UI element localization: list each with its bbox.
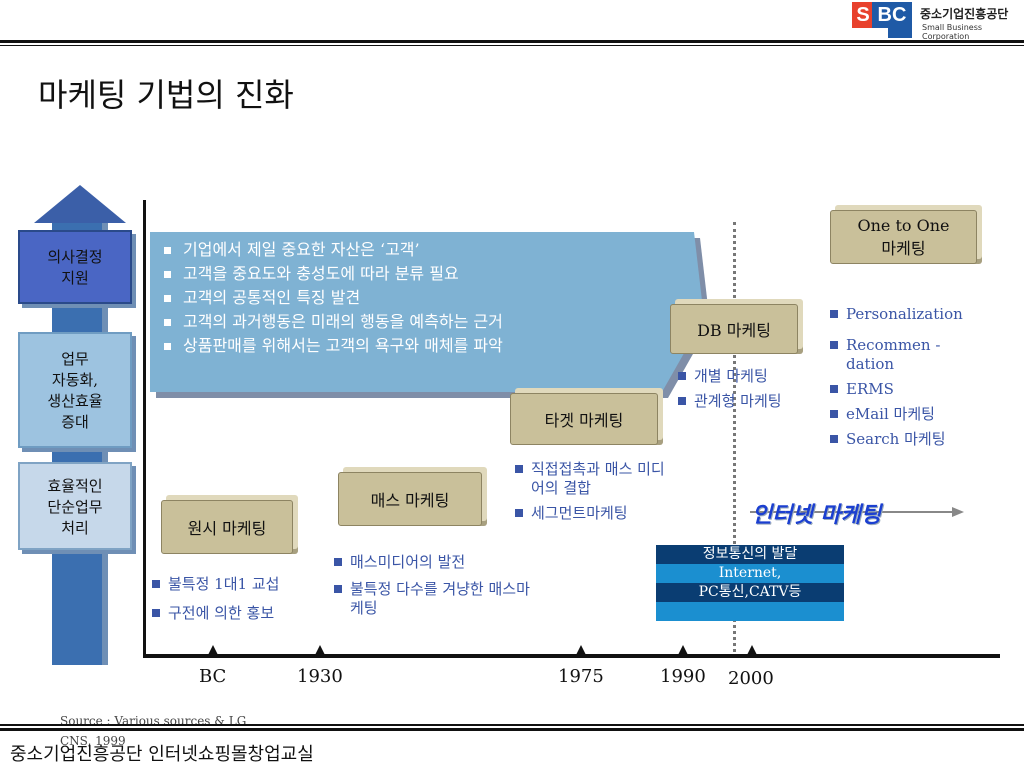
stage-primitive-bullets: 불특정 1대1 교섭 구전에 의한 홍보 [152,575,332,629]
list-item: Search 마케팅 [830,430,1015,449]
list-item: 세그먼트마케팅 [515,504,675,523]
list-item: 관계형 마케팅 [678,392,828,411]
timeline-marker [575,645,587,657]
stage-one-to-one-bullets: Personalization Recommen -dation ERMS eM… [830,305,1015,455]
customer-banner-arrow [150,232,710,398]
list-item: 고객의 공통적인 특징 발견 [164,284,684,308]
divider-2000 [733,222,736,652]
ict-development-box: 정보통신의 발달 Internet, PC통신,CATV등 [656,545,844,621]
timeline-marker [314,645,326,657]
timeline-label: 1975 [558,666,604,687]
list-item: ERMS [830,380,1015,399]
list-item: 개별 마케팅 [678,367,828,386]
timeline-label: 1930 [297,666,343,687]
footer-divider [0,724,1024,726]
list-item: Personalization [830,305,1015,324]
stage-target-marketing: 타겟 마케팅 [510,393,658,445]
sbc-logo: S BC [852,2,912,38]
stage-mass-bullets: 매스미디어의 발전 불특정 다수를 겨냥한 매스마케팅 [334,553,544,624]
timeline-label: 1990 [660,666,706,687]
list-item: 고객을 중요도와 충성도에 따라 분류 필요 [164,260,684,284]
left-box-efficient-tasks: 효율적인 단순업무 처리 [18,462,132,550]
stage-db-bullets: 개별 마케팅 관계형 마케팅 [678,367,828,417]
page-title: 마케팅 기법의 진화 [38,76,294,114]
logo-bc-mark: BC [872,2,912,28]
list-item: 상품판매를 위해서는 고객의 욕구와 매체를 파악 [164,332,684,356]
list-item: 불특정 1대1 교섭 [152,575,332,594]
list-item: 매스미디어의 발전 [334,553,544,572]
list-item: 불특정 다수를 겨냥한 매스마케팅 [334,580,544,618]
timeline-marker [207,645,219,657]
internet-marketing-label: 인터넷 마케팅 [752,503,882,528]
stage-target-bullets: 직접접촉과 매스 미디어의 결합 세그먼트마케팅 [515,460,675,529]
list-item: 직접접촉과 매스 미디어의 결합 [515,460,675,498]
list-item: 기업에서 제일 중요한 자산은 ‘고객’ [164,236,684,260]
logo-korean-name: 중소기업진흥공단 [920,7,1009,21]
stage-one-to-one-marketing: One to One 마케팅 [830,210,977,264]
stage-primitive-marketing: 원시 마케팅 [161,500,293,554]
left-box-decision-support: 의사결정 지원 [18,230,132,304]
footer-text: 중소기업진흥공단 인터넷쇼핑몰창업교실 [10,744,314,765]
timeline-marker [746,645,758,657]
timeline-label: 2000 [728,668,774,689]
banner-bullet-list: 기업에서 제일 중요한 자산은 ‘고객’ 고객을 중요도와 충성도에 따라 분류… [164,236,684,356]
logo-s-mark: S [852,2,874,28]
header-divider [0,40,1024,43]
list-item: eMail 마케팅 [830,405,1015,424]
stage-db-marketing: DB 마케팅 [670,304,798,354]
list-item: 고객의 과거행동은 미래의 행동을 예측하는 근거 [164,308,684,332]
logo-english-name: Small Business Corporation [922,23,983,41]
stage-mass-marketing: 매스 마케팅 [338,472,482,526]
y-axis-line [143,200,146,658]
left-box-automation: 업무 자동화, 생산효율 증대 [18,332,132,448]
list-item: 구전에 의한 홍보 [152,604,332,623]
list-item: Recommen -dation [830,336,1015,374]
timeline-marker [677,645,689,657]
timeline-label: BC [199,666,227,687]
x-axis-line [143,654,1000,658]
internet-marketing-arrow [750,507,964,517]
